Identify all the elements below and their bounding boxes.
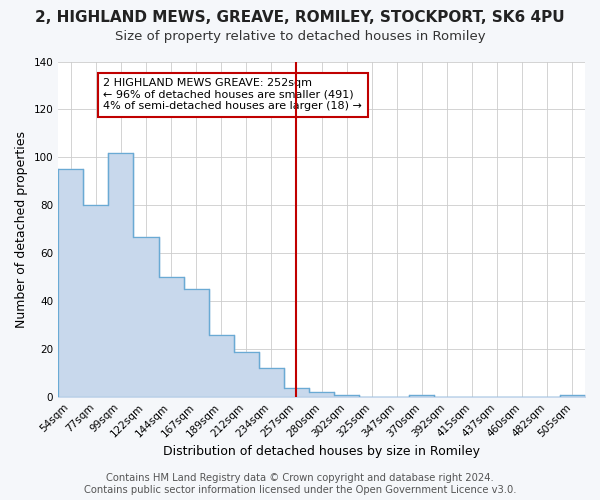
Text: Size of property relative to detached houses in Romiley: Size of property relative to detached ho… — [115, 30, 485, 43]
Y-axis label: Number of detached properties: Number of detached properties — [15, 131, 28, 328]
Text: Contains HM Land Registry data © Crown copyright and database right 2024.
Contai: Contains HM Land Registry data © Crown c… — [84, 474, 516, 495]
X-axis label: Distribution of detached houses by size in Romiley: Distribution of detached houses by size … — [163, 444, 480, 458]
Text: 2 HIGHLAND MEWS GREAVE: 252sqm
← 96% of detached houses are smaller (491)
4% of : 2 HIGHLAND MEWS GREAVE: 252sqm ← 96% of … — [103, 78, 362, 112]
Text: 2, HIGHLAND MEWS, GREAVE, ROMILEY, STOCKPORT, SK6 4PU: 2, HIGHLAND MEWS, GREAVE, ROMILEY, STOCK… — [35, 10, 565, 25]
